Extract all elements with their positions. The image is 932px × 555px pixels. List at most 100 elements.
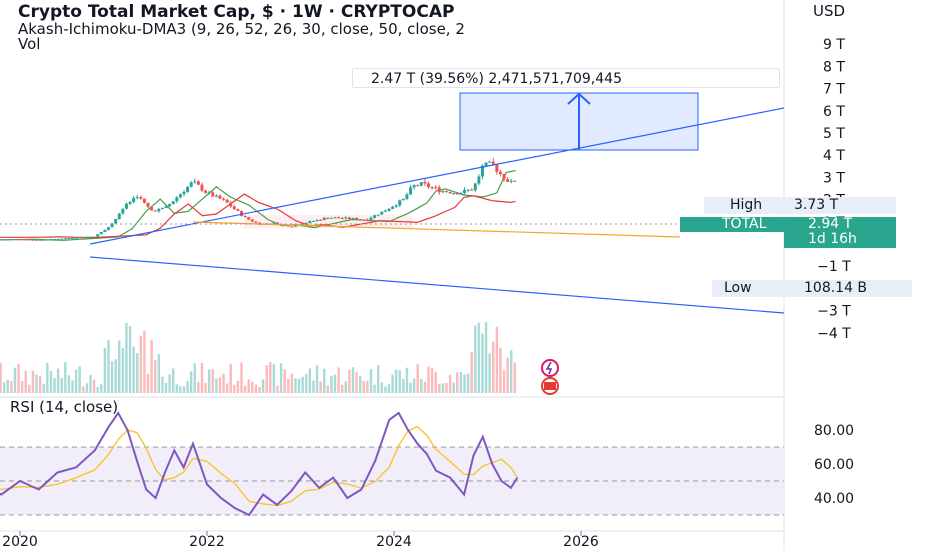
volume-bar-57 (186, 381, 189, 393)
volume-bar-51 (164, 382, 168, 393)
candle-body-145 (502, 174, 506, 180)
volume-bar-75 (251, 381, 254, 393)
volume-bar-120 (412, 378, 416, 393)
candle-body-28 (81, 237, 85, 239)
volume-bar-102 (348, 369, 351, 393)
candle-body-87 (293, 225, 297, 227)
volume-bar-62 (204, 383, 207, 393)
x-tick-label-1: 2022 (189, 534, 225, 550)
candle-body-67 (222, 198, 226, 200)
candle-body-63 (207, 192, 211, 194)
candle-body-60 (196, 181, 200, 185)
volume-bar-142 (492, 341, 495, 393)
volume-bar-89 (301, 376, 304, 393)
candle-body-69 (229, 202, 233, 207)
candle-body-65 (214, 195, 218, 197)
candle-body-121 (416, 185, 420, 187)
volume-bar-110 (376, 365, 380, 393)
candle-body-64 (211, 192, 215, 197)
rsi-legend[interactable]: RSI (14, close) (10, 398, 119, 416)
candle-body-27 (78, 237, 82, 239)
volume-bars (0, 322, 517, 393)
candle-body-8 (9, 238, 13, 240)
x-tick-label-3: 2026 (563, 534, 599, 550)
volume-bar-71 (236, 380, 240, 393)
candle-body-120 (412, 185, 416, 188)
candle-body-119 (409, 187, 413, 195)
volume-bar-70 (233, 384, 236, 393)
candle-body-114 (391, 206, 395, 209)
rsi-ma-line (0, 425, 518, 507)
volume-bar-139 (481, 333, 484, 393)
candle-body-142 (491, 161, 495, 165)
volume-bar-101 (344, 381, 348, 393)
volume-bar-67 (222, 373, 225, 393)
x-tick-label-2: 2024 (376, 534, 412, 550)
volume-bar-56 (182, 386, 186, 393)
volume-bar-109 (373, 384, 376, 393)
candle-body-72 (240, 210, 244, 217)
candle-body-99 (337, 217, 341, 219)
candle-body-49 (157, 208, 161, 212)
volume-bar-12 (24, 370, 27, 393)
candle-body-34 (103, 229, 107, 233)
candle-body-75 (250, 219, 254, 222)
volume-bar-31 (92, 379, 96, 393)
candle-body-148 (513, 180, 517, 182)
candle-body-132 (455, 192, 459, 195)
volume-bar-134 (463, 374, 466, 393)
volume-bar-52 (168, 374, 171, 393)
volume-bar-14 (31, 370, 35, 393)
volume-bar-95 (323, 368, 326, 393)
volume-bar-29 (85, 383, 89, 393)
chart-title: Crypto Total Market Cap, $ · 1W · CRYPTO… (18, 2, 455, 22)
candle-body-139 (480, 165, 484, 177)
candle-body-138 (477, 176, 481, 184)
volume-bar-145 (502, 370, 506, 393)
candle-body-108 (369, 217, 373, 220)
volume-bar-66 (218, 377, 222, 393)
volume-bar-99 (337, 367, 340, 393)
candle-body-100 (340, 218, 344, 220)
currency-label[interactable]: USD (813, 2, 846, 20)
volume-bar-130 (448, 374, 452, 393)
volume-bar-93 (315, 365, 319, 393)
candle-body-116 (398, 200, 402, 206)
volume-legend[interactable]: Vol (18, 35, 41, 53)
volume-bar-92 (312, 380, 315, 393)
candle-body-104 (355, 218, 359, 220)
volume-bar-76 (254, 384, 258, 393)
volume-bar-40 (125, 322, 128, 393)
candle-body-55 (178, 194, 182, 198)
volume-bar-87 (294, 378, 297, 393)
volume-bar-147 (510, 350, 513, 393)
candle-body-102 (347, 217, 351, 220)
volume-bar-54 (175, 384, 178, 393)
volume-bar-18 (46, 362, 49, 393)
volume-bar-141 (488, 353, 491, 393)
indicator-legend[interactable]: Akash-Ichimoku-DMA3 (9, 26, 52, 26, 30, … (18, 20, 465, 38)
volume-bar-113 (387, 384, 391, 393)
volume-bar-33 (100, 384, 103, 393)
volume-bar-17 (42, 383, 45, 393)
candle-body-50 (160, 207, 164, 209)
candle-body-42 (132, 198, 136, 202)
candle-body-32 (96, 234, 100, 237)
candle-body-17 (42, 239, 46, 241)
volume-bar-41 (128, 326, 132, 393)
candle-body-71 (236, 209, 240, 211)
volume-bar-131 (452, 382, 455, 393)
volume-bar-108 (369, 368, 373, 393)
candle-body-86 (290, 226, 294, 228)
candle-body-66 (218, 195, 222, 199)
volume-bar-11 (20, 381, 24, 393)
candle-body-20 (53, 238, 57, 240)
volume-bar-69 (229, 363, 232, 393)
candle-body-57 (186, 186, 190, 192)
volume-bar-115 (394, 369, 398, 393)
volume-bar-9 (13, 367, 17, 393)
volume-bar-84 (283, 369, 286, 393)
candle-body-24 (67, 238, 71, 240)
candle-body-115 (394, 205, 398, 207)
